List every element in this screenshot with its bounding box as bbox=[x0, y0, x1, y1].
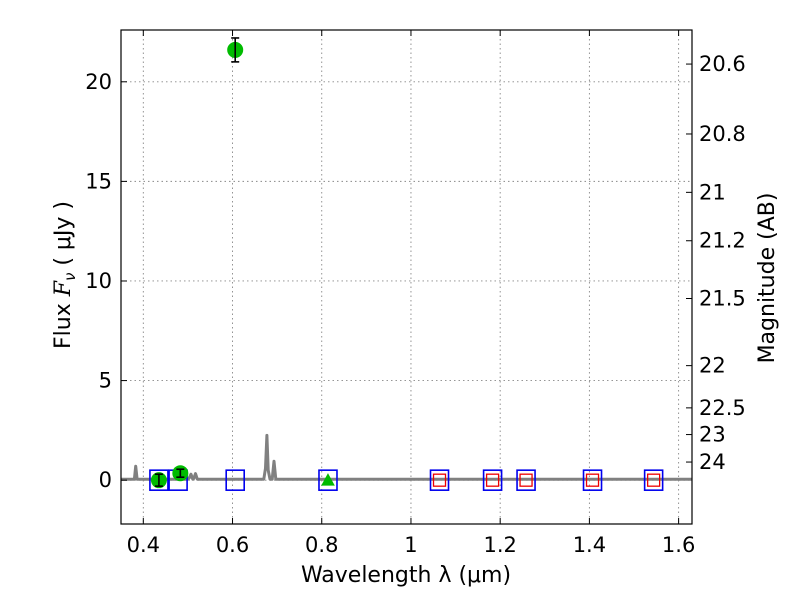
model-flux-box bbox=[582, 469, 603, 491]
x-tick-label: 1.4 bbox=[573, 533, 606, 557]
data-points bbox=[149, 37, 664, 491]
y-axis-label-subscript: ν bbox=[61, 273, 79, 281]
magnitude-tick-label: 22 bbox=[699, 354, 726, 378]
grid-lines bbox=[121, 30, 692, 524]
plot-frame bbox=[120, 29, 693, 525]
magnitude-tick-label: 21.2 bbox=[699, 229, 746, 253]
model-flux-box bbox=[225, 469, 245, 491]
model-flux-box bbox=[318, 469, 338, 491]
magnitude-tick-label: 21.5 bbox=[699, 287, 746, 311]
x-tick-label: 0.4 bbox=[127, 533, 160, 557]
x-axis-label: Wavelength λ (μm) bbox=[301, 563, 511, 588]
observed-upper-limit bbox=[321, 473, 335, 486]
y-axis-label-symbol: F bbox=[51, 280, 76, 297]
model-flux-inner bbox=[646, 473, 661, 487]
magnitude-tick-label: 20.6 bbox=[699, 52, 746, 76]
y-axis-label-prefix: Flux bbox=[51, 296, 76, 349]
magnitude-tick-label: 23 bbox=[699, 423, 726, 447]
model-spectrum bbox=[121, 433, 692, 481]
y-axis-label-unit: ( μJy ) bbox=[51, 201, 76, 273]
y-tick-label: 10 bbox=[85, 269, 112, 293]
x-tick-label: 0.6 bbox=[216, 533, 249, 557]
model-flux-inner bbox=[519, 473, 533, 487]
model-flux-box bbox=[429, 469, 450, 491]
model-flux-box bbox=[643, 469, 664, 491]
x-tick-label: 0.8 bbox=[305, 533, 338, 557]
model-flux-inner bbox=[585, 473, 600, 487]
y-tick-label: 0 bbox=[99, 468, 112, 492]
model-flux-inner bbox=[485, 473, 500, 487]
y-tick-label: 15 bbox=[85, 169, 112, 193]
model-flux-box bbox=[149, 469, 169, 491]
y-axis-label: Flux Fν ( μJy ) bbox=[51, 201, 79, 349]
model-flux-box bbox=[482, 469, 503, 491]
axis-ticks: 0.4 0.6 0.8 1 1.2 1.4 1.6 0 5 10 15 20 20.6 20.8 21 21.… bbox=[85, 30, 746, 557]
y-axis-right-label: Magnitude (AB) bbox=[755, 193, 780, 364]
y-tick-label: 20 bbox=[85, 70, 112, 94]
x-tick-label: 1.2 bbox=[483, 533, 516, 557]
spectrum-line bbox=[121, 433, 692, 481]
y-tick-label: 5 bbox=[99, 369, 112, 393]
magnitude-tick-label: 22.5 bbox=[699, 396, 746, 420]
model-flux-box bbox=[516, 469, 536, 491]
x-tick-label: 1 bbox=[404, 533, 417, 557]
magnitude-tick-label: 24 bbox=[699, 450, 726, 474]
x-tick-label: 1.6 bbox=[662, 533, 695, 557]
model-flux-inner bbox=[432, 473, 447, 487]
magnitude-tick-label: 20.8 bbox=[699, 122, 746, 146]
magnitude-tick-label: 21 bbox=[699, 180, 726, 204]
